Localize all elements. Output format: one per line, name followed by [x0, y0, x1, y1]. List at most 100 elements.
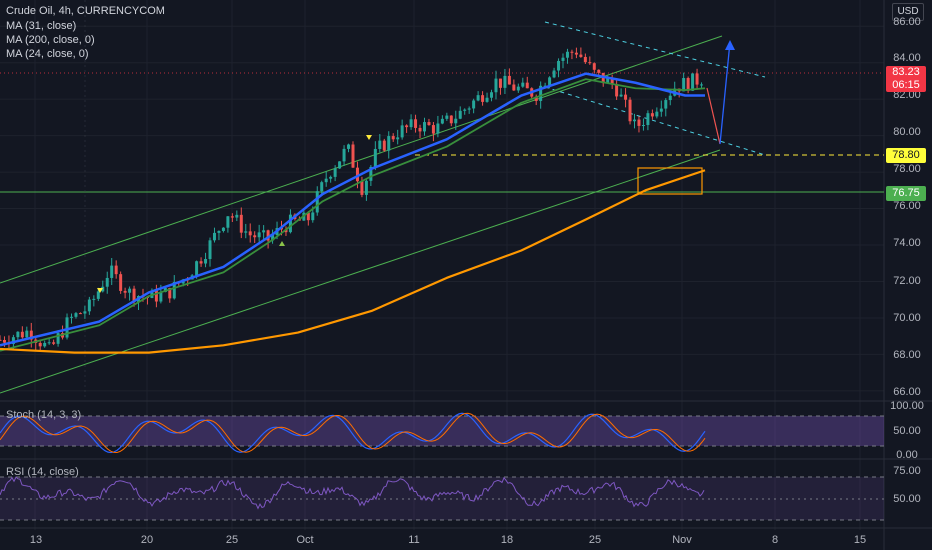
candle-body	[333, 168, 337, 177]
candle-body	[212, 232, 216, 241]
price-tick: 74.00	[893, 237, 921, 249]
candle-body	[436, 123, 440, 134]
candle-body	[92, 298, 96, 300]
trend-channels	[0, 0, 884, 400]
candle-body	[159, 291, 163, 302]
candle-body	[668, 95, 672, 101]
candle-body	[583, 56, 587, 63]
candle-body	[427, 122, 431, 126]
time-tick: 15	[853, 534, 867, 546]
candle-body	[624, 94, 628, 100]
candle-body	[431, 125, 435, 134]
candle-body	[686, 78, 690, 91]
stoch-k-line	[0, 412, 706, 454]
candle-body	[347, 144, 351, 149]
candle-body	[561, 57, 565, 61]
candle-body	[154, 290, 158, 302]
candle-body	[659, 108, 663, 112]
candle-body	[342, 148, 346, 162]
candle-body	[25, 330, 29, 338]
price-tick: 70.00	[893, 312, 921, 324]
candle-body	[0, 339, 2, 341]
candle-body	[633, 119, 636, 122]
candle-body	[440, 118, 444, 124]
price-tick: 82.00	[893, 89, 921, 101]
time-tick: 8	[771, 534, 779, 546]
candle-body	[284, 229, 288, 233]
time-tick: 25	[225, 534, 239, 546]
candle-body	[700, 84, 704, 86]
candle-body	[557, 60, 561, 71]
candle-body	[597, 69, 601, 73]
candle-body	[552, 70, 556, 78]
price-tick: 86.00	[893, 16, 921, 28]
candle-body	[449, 115, 453, 124]
candle-body	[391, 136, 395, 140]
legend-ma31[interactable]: MA (31, close)	[6, 20, 77, 32]
ma-line-0	[0, 72, 705, 347]
candle-body	[262, 230, 266, 233]
candle-body	[373, 148, 377, 167]
candle-body	[110, 265, 114, 278]
candle-body	[248, 231, 252, 236]
falling-channel-bottom	[544, 86, 766, 156]
candle-body	[606, 78, 610, 84]
candle-body	[592, 63, 596, 70]
candle-body	[360, 181, 364, 195]
candle-body	[351, 144, 355, 168]
candle-body	[74, 313, 78, 317]
rsi-tick: 75.00	[893, 465, 921, 477]
candle-body	[548, 77, 552, 86]
candle-body	[418, 127, 422, 132]
candle-body	[369, 166, 373, 181]
candle-body	[650, 113, 654, 117]
candle-body	[253, 235, 257, 238]
candle-body	[628, 99, 632, 122]
stoch-d-line	[0, 412, 706, 453]
candle-body	[588, 62, 592, 64]
candle-body	[230, 216, 234, 218]
candle-body	[11, 337, 15, 345]
candle-body	[507, 75, 511, 85]
candle-body	[226, 216, 230, 228]
arrow-head	[725, 40, 735, 50]
candle-body	[458, 110, 462, 119]
candle-body	[257, 232, 261, 238]
candle-body	[208, 240, 212, 260]
candle-body	[239, 214, 243, 233]
candle-body	[472, 100, 476, 109]
candle-body	[503, 75, 507, 88]
candle-body	[579, 54, 583, 57]
candle-body	[422, 122, 426, 132]
candle-body	[320, 182, 324, 192]
candle-body	[204, 259, 208, 264]
legend-ma200[interactable]: MA (200, close, 0)	[6, 34, 95, 46]
candle-body	[114, 265, 118, 275]
target-box	[637, 167, 703, 195]
price-tick: 84.00	[893, 52, 921, 64]
candle-body	[52, 342, 56, 344]
projection-up-arrow	[719, 41, 731, 145]
legend-ma24[interactable]: MA (24, close, 0)	[6, 48, 89, 60]
resistance-level-tag: 78.80	[886, 148, 926, 163]
stoch-label[interactable]: Stoch (14, 3, 3)	[6, 409, 82, 421]
candle-body	[38, 342, 42, 347]
candle-body	[463, 109, 467, 111]
candle-body	[29, 330, 33, 340]
candle-body	[655, 111, 659, 117]
stoch-tick: 100.00	[890, 400, 924, 412]
candle-body	[329, 176, 333, 179]
candle-body	[405, 125, 409, 128]
candle-body	[105, 277, 109, 287]
candle-body	[235, 214, 239, 218]
price-tick: 80.00	[893, 126, 921, 138]
currency-unit-button[interactable]: USD	[892, 3, 924, 21]
price-tick: 66.00	[893, 386, 921, 398]
candle-body	[615, 84, 619, 97]
candle-body	[646, 113, 650, 125]
candle-body	[101, 286, 105, 292]
time-tick: 11	[408, 534, 420, 546]
rsi-label[interactable]: RSI (14, close)	[6, 466, 79, 478]
last-price-tag: 83.23 06:15	[886, 66, 926, 92]
